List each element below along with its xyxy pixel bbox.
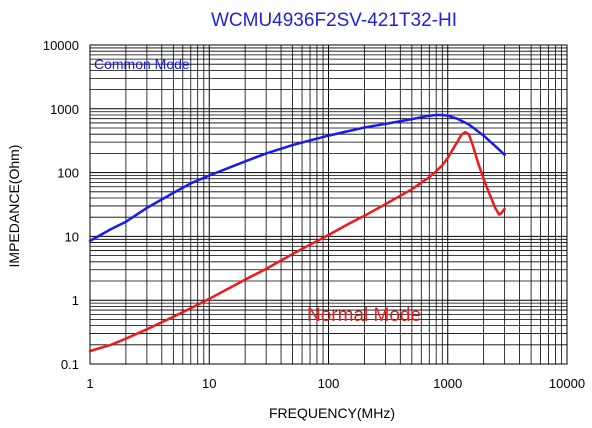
normal-mode-line xyxy=(88,130,506,353)
y-tick-label: 1 xyxy=(72,293,79,308)
x-tick-label: 1000 xyxy=(433,376,462,391)
tick-labels: 1 10 100 1000 10000 0.1 1 10 100 1000 10000 xyxy=(43,38,585,391)
y-tick-label: 10 xyxy=(65,229,79,244)
plot-frame xyxy=(89,44,568,365)
y-tick-label: 10000 xyxy=(43,38,79,53)
x-tick-label: 10 xyxy=(202,376,216,391)
chart-title: WCMU4936F2SV-421T32-HI xyxy=(211,10,457,31)
x-axis-label: FREQUENCY(MHz) xyxy=(269,405,395,421)
y-tick-label: 100 xyxy=(57,166,79,181)
y-tick-label: 0.1 xyxy=(61,357,79,372)
x-tick-label: 100 xyxy=(318,376,340,391)
common-mode-line xyxy=(88,113,506,243)
y-axis-label: IMPEDANCE(Ohm) xyxy=(6,145,22,268)
series-layer: Common Mode Normal Mode xyxy=(88,56,506,353)
common-mode-label: Common Mode xyxy=(94,56,190,72)
y-tick-label: 1000 xyxy=(50,102,79,117)
normal-mode-label: Normal Mode xyxy=(307,305,421,326)
x-tick-label: 10000 xyxy=(549,376,585,391)
x-tick-label: 1 xyxy=(86,376,93,391)
grid xyxy=(89,45,567,365)
